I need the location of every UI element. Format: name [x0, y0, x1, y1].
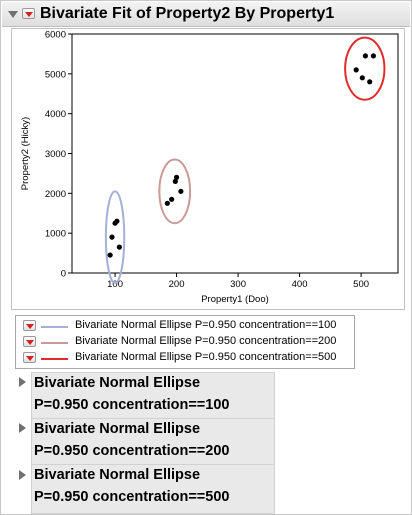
report-section[interactable]: Bivariate Normal Ellipse P=0.950 concent…	[31, 372, 275, 422]
disclosure-collapsed-icon[interactable]	[19, 470, 26, 480]
x-tick-label: 400	[292, 279, 308, 290]
data-point	[362, 53, 368, 59]
density-ellipse	[158, 158, 192, 225]
legend-swatch	[41, 326, 68, 328]
legend-swatch	[41, 342, 68, 344]
red-triangle-menu-icon[interactable]	[23, 320, 36, 331]
data-point	[172, 178, 178, 184]
report-title: Bivariate Normal Ellipse	[34, 421, 201, 437]
legend-label: Bivariate Normal Ellipse P=0.950 concent…	[75, 351, 337, 363]
report-section[interactable]: Bivariate Normal Ellipse P=0.950 concent…	[31, 418, 275, 468]
data-point	[178, 188, 184, 194]
x-tick-label: 300	[230, 279, 246, 290]
disclosure-collapsed-icon[interactable]	[19, 377, 26, 387]
legend-label: Bivariate Normal Ellipse P=0.950 concent…	[75, 319, 337, 331]
legend-swatch	[41, 358, 68, 360]
legend: Bivariate Normal Ellipse P=0.950 concent…	[15, 315, 355, 369]
y-tick-label: 4000	[45, 109, 66, 120]
x-axis-label: Property1 (Doo)	[201, 294, 269, 305]
data-point	[116, 244, 122, 250]
y-tick-label: 5000	[45, 69, 66, 80]
legend-item[interactable]: Bivariate Normal Ellipse P=0.950 concent…	[16, 334, 352, 350]
data-point	[367, 79, 373, 85]
outline-header[interactable]: Bivariate Fit of Property2 By Property1	[2, 2, 410, 27]
data-point	[173, 174, 180, 180]
density-ellipse	[104, 190, 126, 284]
red-triangle-menu-icon[interactable]	[23, 352, 36, 363]
report-subtitle: P=0.950 concentration==200	[34, 443, 230, 459]
legend-item[interactable]: Bivariate Normal Ellipse P=0.950 concent…	[16, 318, 352, 334]
report-subtitle: P=0.950 concentration==500	[34, 489, 230, 505]
data-point	[114, 218, 120, 224]
legend-label: Bivariate Normal Ellipse P=0.950 concent…	[75, 335, 337, 347]
x-tick-label: 500	[353, 279, 369, 290]
x-tick-label: 200	[169, 279, 185, 290]
y-tick-label: 2000	[45, 189, 66, 200]
report-subtitle: P=0.950 concentration==100	[34, 397, 230, 413]
y-tick-label: 6000	[45, 30, 66, 41]
graph-frame: 0 1000 2000 3000 4000 5000 6000 100 200 300 400 500…	[11, 28, 405, 310]
disclosure-expanded-icon[interactable]	[8, 11, 18, 18]
disclosure-collapsed-icon[interactable]	[19, 423, 26, 433]
report-section[interactable]: Bivariate Normal Ellipse P=0.950 concent…	[31, 464, 275, 514]
y-tick-label: 3000	[45, 149, 66, 160]
data-point	[359, 75, 365, 81]
density-ellipse	[344, 36, 386, 101]
x-tick-label: 100	[107, 279, 123, 290]
data-point	[353, 67, 359, 73]
red-triangle-menu-icon[interactable]	[22, 8, 35, 19]
data-point	[164, 200, 170, 206]
report-title: Bivariate Fit of Property2 By Property1	[40, 5, 335, 22]
data-point	[370, 53, 376, 59]
legend-item[interactable]: Bivariate Normal Ellipse P=0.950 concent…	[16, 350, 352, 366]
data-point	[107, 252, 113, 258]
plot-frame	[71, 33, 399, 274]
report-title: Bivariate Normal Ellipse	[34, 375, 201, 391]
scatter-chart[interactable]: 0 1000 2000 3000 4000 5000 6000 100 200 300 400 500…	[12, 29, 404, 309]
data-point	[109, 234, 115, 240]
red-triangle-menu-icon[interactable]	[23, 336, 36, 347]
data-point	[169, 196, 175, 202]
y-tick-label: 0	[61, 269, 66, 280]
report-title: Bivariate Normal Ellipse	[34, 467, 201, 483]
y-axis-label: Property2 (Hicky)	[20, 117, 31, 190]
y-tick-label: 1000	[45, 229, 66, 240]
